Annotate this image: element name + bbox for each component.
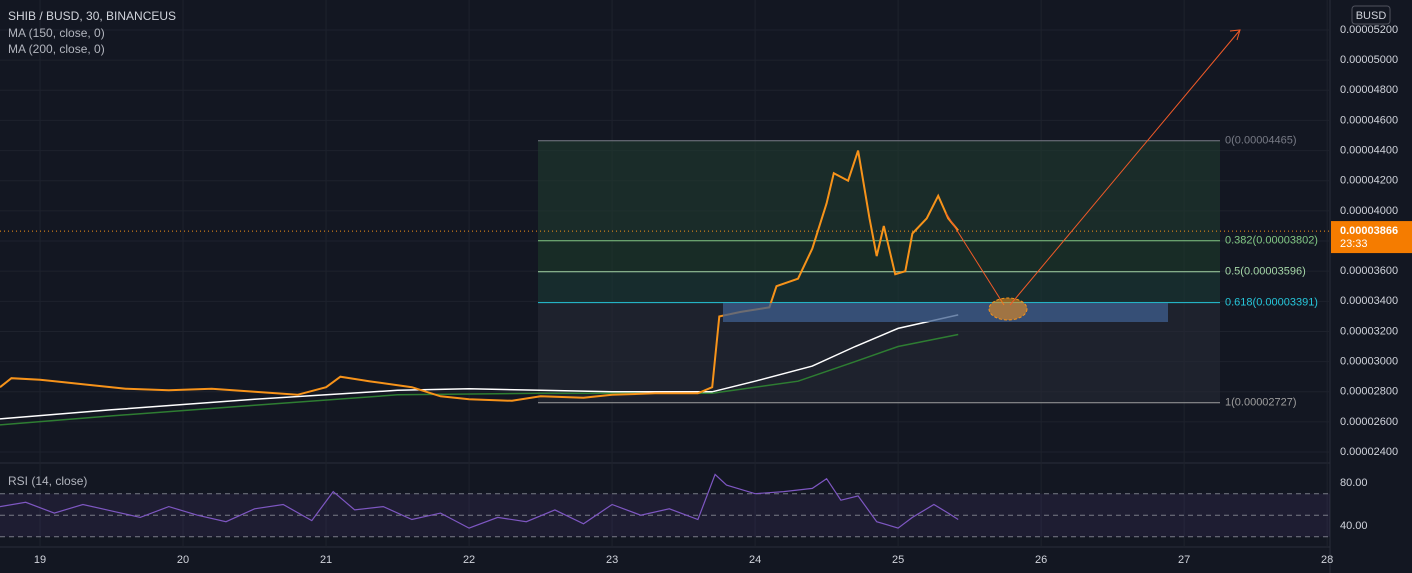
ma-line — [0, 314, 959, 420]
x-tick-label: 24 — [749, 554, 761, 566]
legend-entry: MA (150, close, 0) — [8, 26, 105, 40]
x-tick-label: 21 — [320, 554, 332, 566]
x-tick-label: 25 — [892, 554, 904, 566]
last-price-label: 0.00003866 — [1340, 225, 1398, 237]
arrow-down — [945, 212, 1005, 306]
fib-label: 1(0.00002727) — [1225, 397, 1297, 409]
y-tick-label: 0.00004400 — [1340, 144, 1398, 156]
fib-zone — [538, 140, 1220, 241]
y-tick-label: 0.00002600 — [1340, 416, 1398, 428]
demand-zone — [723, 303, 1168, 322]
fib-label: 0.5(0.00003596) — [1225, 266, 1306, 278]
y-tick-label: 0.00005200 — [1340, 24, 1398, 36]
fib-zone — [538, 271, 1220, 303]
rsi-tick-label: 80.00 — [1340, 477, 1368, 489]
y-tick-label: 0.00003600 — [1340, 265, 1398, 277]
x-tick-label: 20 — [177, 554, 189, 566]
x-tick-label: 26 — [1035, 554, 1047, 566]
fib-label: 0.618(0.00003391) — [1225, 297, 1318, 309]
arrow-up — [1009, 29, 1241, 306]
target-ellipse — [988, 297, 1028, 321]
currency-box — [1351, 5, 1391, 25]
chart-title: SHIB / BUSD, 30, BINANCEUS — [8, 9, 176, 23]
last-price-box — [1331, 221, 1412, 254]
x-tick-label: 28 — [1321, 554, 1333, 566]
y-tick-label: 0.00004000 — [1340, 205, 1398, 217]
rsi-line — [0, 473, 959, 529]
fib-label: 0.382(0.00003802) — [1225, 235, 1318, 247]
y-tick-label: 0.00003000 — [1340, 356, 1398, 368]
legend-entry: MA (200, close, 0) — [8, 42, 105, 56]
y-tick-label: 0.00002800 — [1340, 386, 1398, 398]
y-tick-label: 0.00003200 — [1340, 325, 1398, 337]
y-tick-label: 0.00005000 — [1340, 54, 1398, 66]
x-tick-label: 27 — [1178, 554, 1190, 566]
y-tick-label: 0.00004600 — [1340, 114, 1398, 126]
y-tick-label: 0.00004200 — [1340, 175, 1398, 187]
y-tick-label: 0.00002400 — [1340, 446, 1398, 458]
countdown: 23:33 — [1340, 238, 1368, 250]
x-tick-label: 19 — [34, 554, 46, 566]
x-tick-label: 23 — [606, 554, 618, 566]
rsi-tick-label: 40.00 — [1340, 520, 1368, 532]
rsi-title: RSI (14, close) — [8, 474, 87, 488]
x-tick-label: 22 — [463, 554, 475, 566]
arrow-head — [1229, 29, 1241, 41]
y-tick-label: 0.00003400 — [1340, 295, 1398, 307]
fib-label: 0(0.00004465) — [1225, 135, 1297, 147]
y-tick-label: 0.00004800 — [1340, 84, 1398, 96]
price-line — [0, 150, 959, 402]
currency: BUSD — [1356, 10, 1387, 22]
